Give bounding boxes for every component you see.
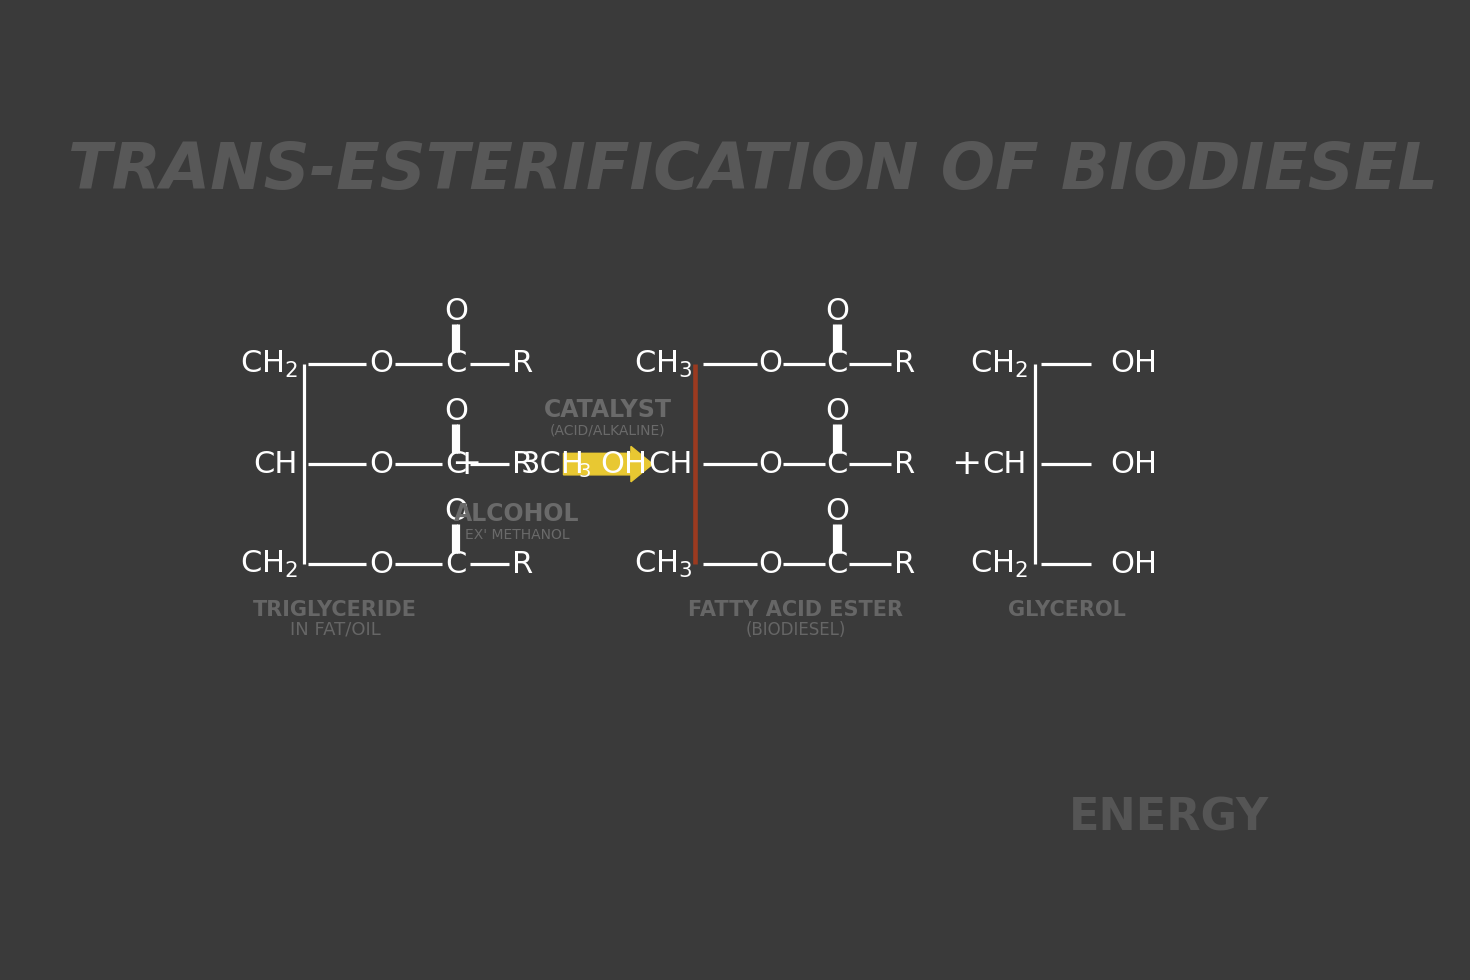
Text: ENERGY: ENERGY bbox=[1069, 797, 1269, 840]
Text: (ACID/ALKALINE): (ACID/ALKALINE) bbox=[550, 423, 666, 437]
Text: CH$_2$: CH$_2$ bbox=[240, 349, 297, 379]
Text: (BIODIESEL): (BIODIESEL) bbox=[745, 620, 847, 639]
Text: OH: OH bbox=[601, 450, 648, 478]
Text: O: O bbox=[825, 397, 850, 426]
Text: O: O bbox=[369, 350, 394, 378]
Text: CH$_3$: CH$_3$ bbox=[635, 549, 692, 580]
Text: R: R bbox=[512, 550, 534, 579]
Text: 3CH: 3CH bbox=[520, 450, 585, 478]
Text: O: O bbox=[825, 497, 850, 526]
Text: TRIGLYCERIDE: TRIGLYCERIDE bbox=[253, 601, 417, 620]
Text: CH: CH bbox=[253, 450, 297, 478]
Text: O: O bbox=[825, 297, 850, 326]
Text: O: O bbox=[759, 350, 782, 378]
Text: R: R bbox=[512, 450, 534, 478]
Text: 3: 3 bbox=[578, 463, 591, 481]
Text: GLYCEROL: GLYCEROL bbox=[1008, 601, 1126, 620]
Text: C: C bbox=[826, 350, 848, 378]
Text: IN FAT/OIL: IN FAT/OIL bbox=[290, 620, 381, 639]
Text: C: C bbox=[445, 550, 466, 579]
Text: C: C bbox=[445, 450, 466, 478]
Text: O: O bbox=[444, 397, 467, 426]
Text: CATALYST: CATALYST bbox=[544, 398, 672, 422]
Text: CH: CH bbox=[648, 450, 692, 478]
Text: FATTY ACID ESTER: FATTY ACID ESTER bbox=[688, 601, 904, 620]
Text: O: O bbox=[759, 550, 782, 579]
Text: +: + bbox=[451, 447, 482, 481]
Text: C: C bbox=[826, 550, 848, 579]
Text: TRANS-ESTERIFICATION OF BIODIESEL: TRANS-ESTERIFICATION OF BIODIESEL bbox=[68, 140, 1439, 203]
Text: ALCOHOL: ALCOHOL bbox=[454, 502, 579, 526]
Text: O: O bbox=[444, 297, 467, 326]
FancyArrow shape bbox=[563, 446, 653, 482]
Text: R: R bbox=[894, 350, 916, 378]
Text: +: + bbox=[951, 447, 982, 481]
Text: O: O bbox=[369, 450, 394, 478]
Text: R: R bbox=[894, 550, 916, 579]
Text: CH: CH bbox=[982, 450, 1028, 478]
Text: OH: OH bbox=[1110, 450, 1157, 478]
Text: O: O bbox=[444, 497, 467, 526]
Text: EX' METHANOL: EX' METHANOL bbox=[465, 528, 569, 542]
Text: C: C bbox=[826, 450, 848, 478]
Text: CH$_2$: CH$_2$ bbox=[970, 549, 1029, 580]
Text: O: O bbox=[759, 450, 782, 478]
Text: R: R bbox=[512, 350, 534, 378]
Text: O: O bbox=[369, 550, 394, 579]
Text: CH$_2$: CH$_2$ bbox=[970, 349, 1029, 379]
Text: CH$_3$: CH$_3$ bbox=[635, 349, 692, 379]
Text: CH$_2$: CH$_2$ bbox=[240, 549, 297, 580]
Text: R: R bbox=[894, 450, 916, 478]
Text: OH: OH bbox=[1110, 350, 1157, 378]
Text: OH: OH bbox=[1110, 550, 1157, 579]
Text: C: C bbox=[445, 350, 466, 378]
